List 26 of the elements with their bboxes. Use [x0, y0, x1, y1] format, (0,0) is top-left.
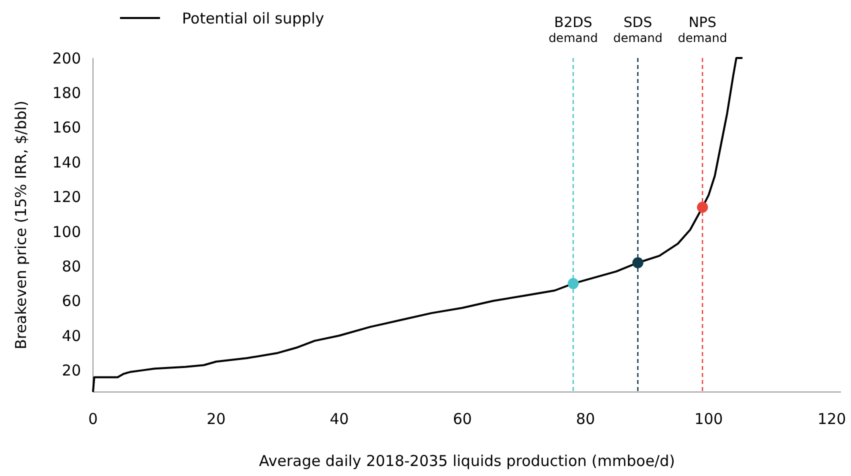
y-axis-title: Breakeven price (15% IRR, $/bbl)	[12, 100, 30, 350]
ref-line-label: NPS demand	[678, 14, 728, 46]
point	[568, 278, 579, 290]
legend-label: Potential oil supply	[182, 9, 324, 28]
y-tick-label: 200	[52, 49, 81, 68]
point	[696, 202, 708, 213]
x-tick-label: 80	[576, 410, 596, 428]
y-tick-label: 120	[52, 188, 81, 206]
y-tick-label: 40	[62, 326, 81, 345]
y-tick-label: 80	[62, 257, 81, 276]
x-tick-label: 20	[206, 410, 226, 428]
y-tick-label: 60	[62, 292, 81, 310]
y-tick-label: 160	[52, 118, 81, 137]
y-tick-label: 100	[52, 222, 81, 241]
y-tick-label: 180	[52, 84, 81, 102]
x-tick-label: 0	[88, 410, 98, 428]
ref-line-label: B2DS demand	[548, 14, 598, 46]
x-tick-label: 100	[694, 410, 723, 428]
x-tick-label: 40	[330, 410, 349, 428]
y-tick-label: 20	[62, 362, 81, 380]
ref-line-label: SDS demand	[613, 14, 662, 46]
x-axis-title: Average daily 2018-2035 liquids production (mmboe/d)	[259, 452, 675, 470]
x-tick-label: 60	[452, 410, 472, 428]
y-tick-label: 140	[52, 153, 81, 172]
point	[632, 257, 644, 268]
x-tick-label: 120	[817, 410, 846, 428]
